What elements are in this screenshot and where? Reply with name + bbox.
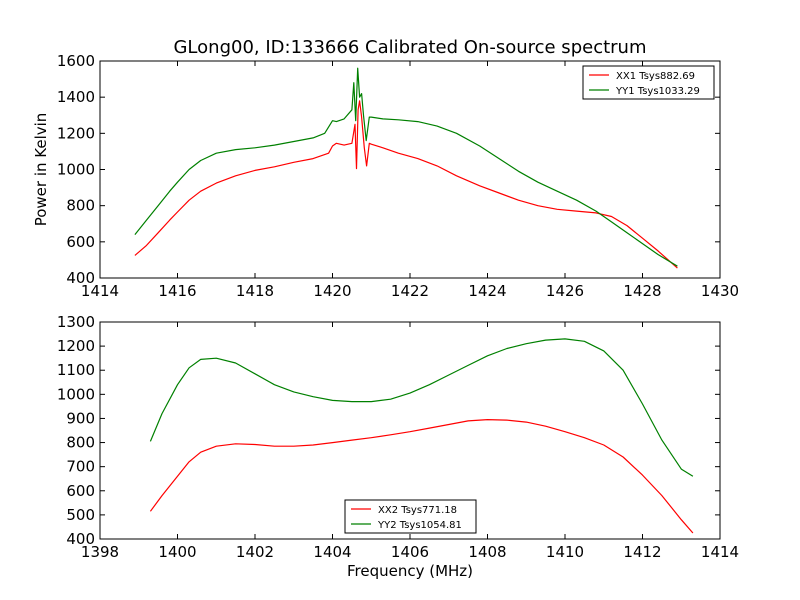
x-tick-label: 1414 (701, 543, 739, 561)
x-tick-label: 1424 (468, 282, 506, 300)
y-tick-label: 1300 (57, 313, 95, 331)
legend-box (344, 499, 477, 534)
x-tick-label: 1422 (391, 282, 429, 300)
x-tick-label: 1420 (313, 282, 351, 300)
y-tick-label: 1600 (57, 52, 95, 70)
legend: XX1 Tsys882.69 YY1 Tsys1033.29 (582, 65, 715, 100)
y-tick-label: 500 (66, 506, 95, 524)
x-tick-label: 1412 (623, 543, 661, 561)
y-tick-label: 1000 (57, 161, 95, 179)
x-tick-label: 1410 (546, 543, 584, 561)
y-tick-label: 600 (66, 482, 95, 500)
x-tick-label: 1418 (236, 282, 274, 300)
legend-box (582, 65, 715, 100)
top-plot: 1414 1416 1418 1420 1422 1424 1426 1428 1430 400 6… (32, 52, 739, 300)
series-line-xx1 (134, 100, 678, 269)
y-tick-label: 400 (66, 530, 95, 548)
x-axis-label: Frequency (MHz) (347, 562, 473, 580)
x-tick-label: 1398 (81, 543, 119, 561)
x-tick-label: 1428 (623, 282, 661, 300)
x-tick-label: 1404 (313, 543, 351, 561)
y-tick-label: 800 (66, 434, 95, 452)
x-tick-label: 1406 (391, 543, 429, 561)
x-tick-label: 1426 (546, 282, 584, 300)
x-tick-label: 1430 (701, 282, 739, 300)
figure-title: GLong00, ID:133666 Calibrated On-source … (173, 37, 646, 58)
x-tick-label: 1400 (158, 543, 196, 561)
legend-label: XX1 Tsys882.69 (616, 71, 695, 82)
y-tick-label: 600 (66, 233, 95, 251)
y-tick-label: 700 (66, 458, 95, 476)
legend: XX2 Tsys771.18 YY2 Tsys1054.81 (344, 499, 477, 534)
legend-label: YY1 Tsys1033.29 (615, 86, 700, 97)
y-tick-label: 1400 (57, 88, 95, 106)
y-tick-label: 1100 (57, 361, 95, 379)
y-tick-label: 900 (66, 409, 95, 427)
y-axis-label: Power in Kelvin (32, 113, 50, 227)
series-line-xx2 (149, 419, 694, 534)
series-line-yy2 (149, 338, 694, 477)
x-tick-label: 1414 (81, 282, 119, 300)
x-tick-label: 1402 (236, 543, 274, 561)
y-tick-label: 400 (66, 269, 95, 287)
x-tick-label: 1416 (158, 282, 196, 300)
y-tick-label: 800 (66, 197, 95, 215)
bottom-plot: 1398 1400 1402 1404 1406 1408 1410 1412 1414 400 5… (57, 313, 739, 580)
legend-label: XX2 Tsys771.18 (378, 505, 457, 516)
series-line-yy1 (134, 67, 678, 267)
y-tick-label: 1000 (57, 385, 95, 403)
x-tick-label: 1408 (468, 543, 506, 561)
y-tick-label: 1200 (57, 124, 95, 142)
legend-label: YY2 Tsys1054.81 (377, 520, 462, 531)
y-tick-label: 1200 (57, 337, 95, 355)
